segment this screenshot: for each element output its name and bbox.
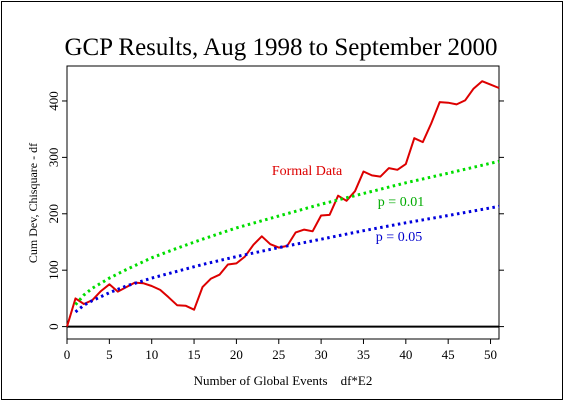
x-axis-ticks: 0 5 10 15 20 25 30 35 40 45 50 <box>64 339 497 362</box>
y-tick-label: 0 <box>46 323 61 330</box>
x-tick-label: 15 <box>188 347 201 362</box>
chart-title: GCP Results, Aug 1998 to September 2000 <box>64 34 497 61</box>
x-tick-label: 20 <box>230 347 243 362</box>
x-tick-label: 30 <box>315 347 328 362</box>
x-tick-label: 45 <box>442 347 455 362</box>
annotation-formal-data: Formal Data <box>272 164 343 179</box>
y-tick-label: 300 <box>46 148 61 168</box>
x-tick-label: 50 <box>484 347 497 362</box>
annotation-p005: p = 0.05 <box>376 230 422 245</box>
y-axis-label: Cum Dev, Chisquare - df <box>26 143 40 263</box>
y-axis-ticks: 0 100 200 300 400 <box>46 91 504 330</box>
series-lines <box>66 80 500 327</box>
y-tick-label: 100 <box>46 260 61 280</box>
y-tick-label: 400 <box>46 91 61 111</box>
plot-area <box>66 65 500 340</box>
x-tick-label: 40 <box>399 347 412 362</box>
x-tick-label: 10 <box>145 347 158 362</box>
x-tick-label: 25 <box>272 347 285 362</box>
x-tick-label: 5 <box>106 347 113 362</box>
x-tick-label: 0 <box>64 347 71 362</box>
annotation-p001: p = 0.01 <box>378 195 424 210</box>
formal-data-line <box>66 80 500 327</box>
y-tick-label: 200 <box>46 204 61 224</box>
x-tick-label: 35 <box>357 347 370 362</box>
x-axis-label: Number of Global Events df*E2 <box>194 373 373 388</box>
p005-threshold-line <box>74 204 500 314</box>
